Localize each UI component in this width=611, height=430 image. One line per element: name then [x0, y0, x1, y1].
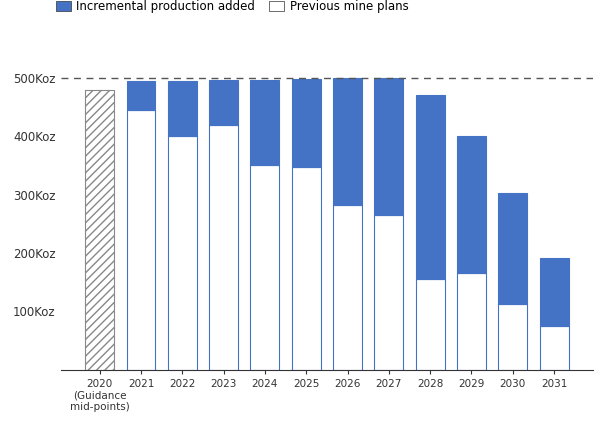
Bar — [126, 81, 155, 110]
Bar — [168, 81, 197, 136]
Bar — [540, 326, 568, 370]
Bar — [86, 89, 114, 370]
Bar — [333, 205, 362, 370]
Bar — [540, 258, 568, 326]
Bar — [375, 215, 403, 370]
Bar — [375, 78, 403, 215]
Bar — [499, 194, 527, 304]
Bar — [457, 136, 486, 273]
Bar — [209, 80, 238, 125]
Bar — [415, 95, 445, 280]
Bar — [457, 273, 486, 370]
Bar — [415, 280, 445, 370]
Bar — [209, 125, 238, 370]
Bar — [333, 78, 362, 205]
Bar — [251, 80, 279, 166]
Bar — [168, 136, 197, 370]
Bar — [251, 166, 279, 370]
Bar — [292, 79, 321, 167]
Bar — [292, 167, 321, 370]
Bar — [126, 110, 155, 370]
Legend: Incremental production added, Previous mine plans: Incremental production added, Previous m… — [56, 0, 408, 13]
Bar — [499, 304, 527, 370]
